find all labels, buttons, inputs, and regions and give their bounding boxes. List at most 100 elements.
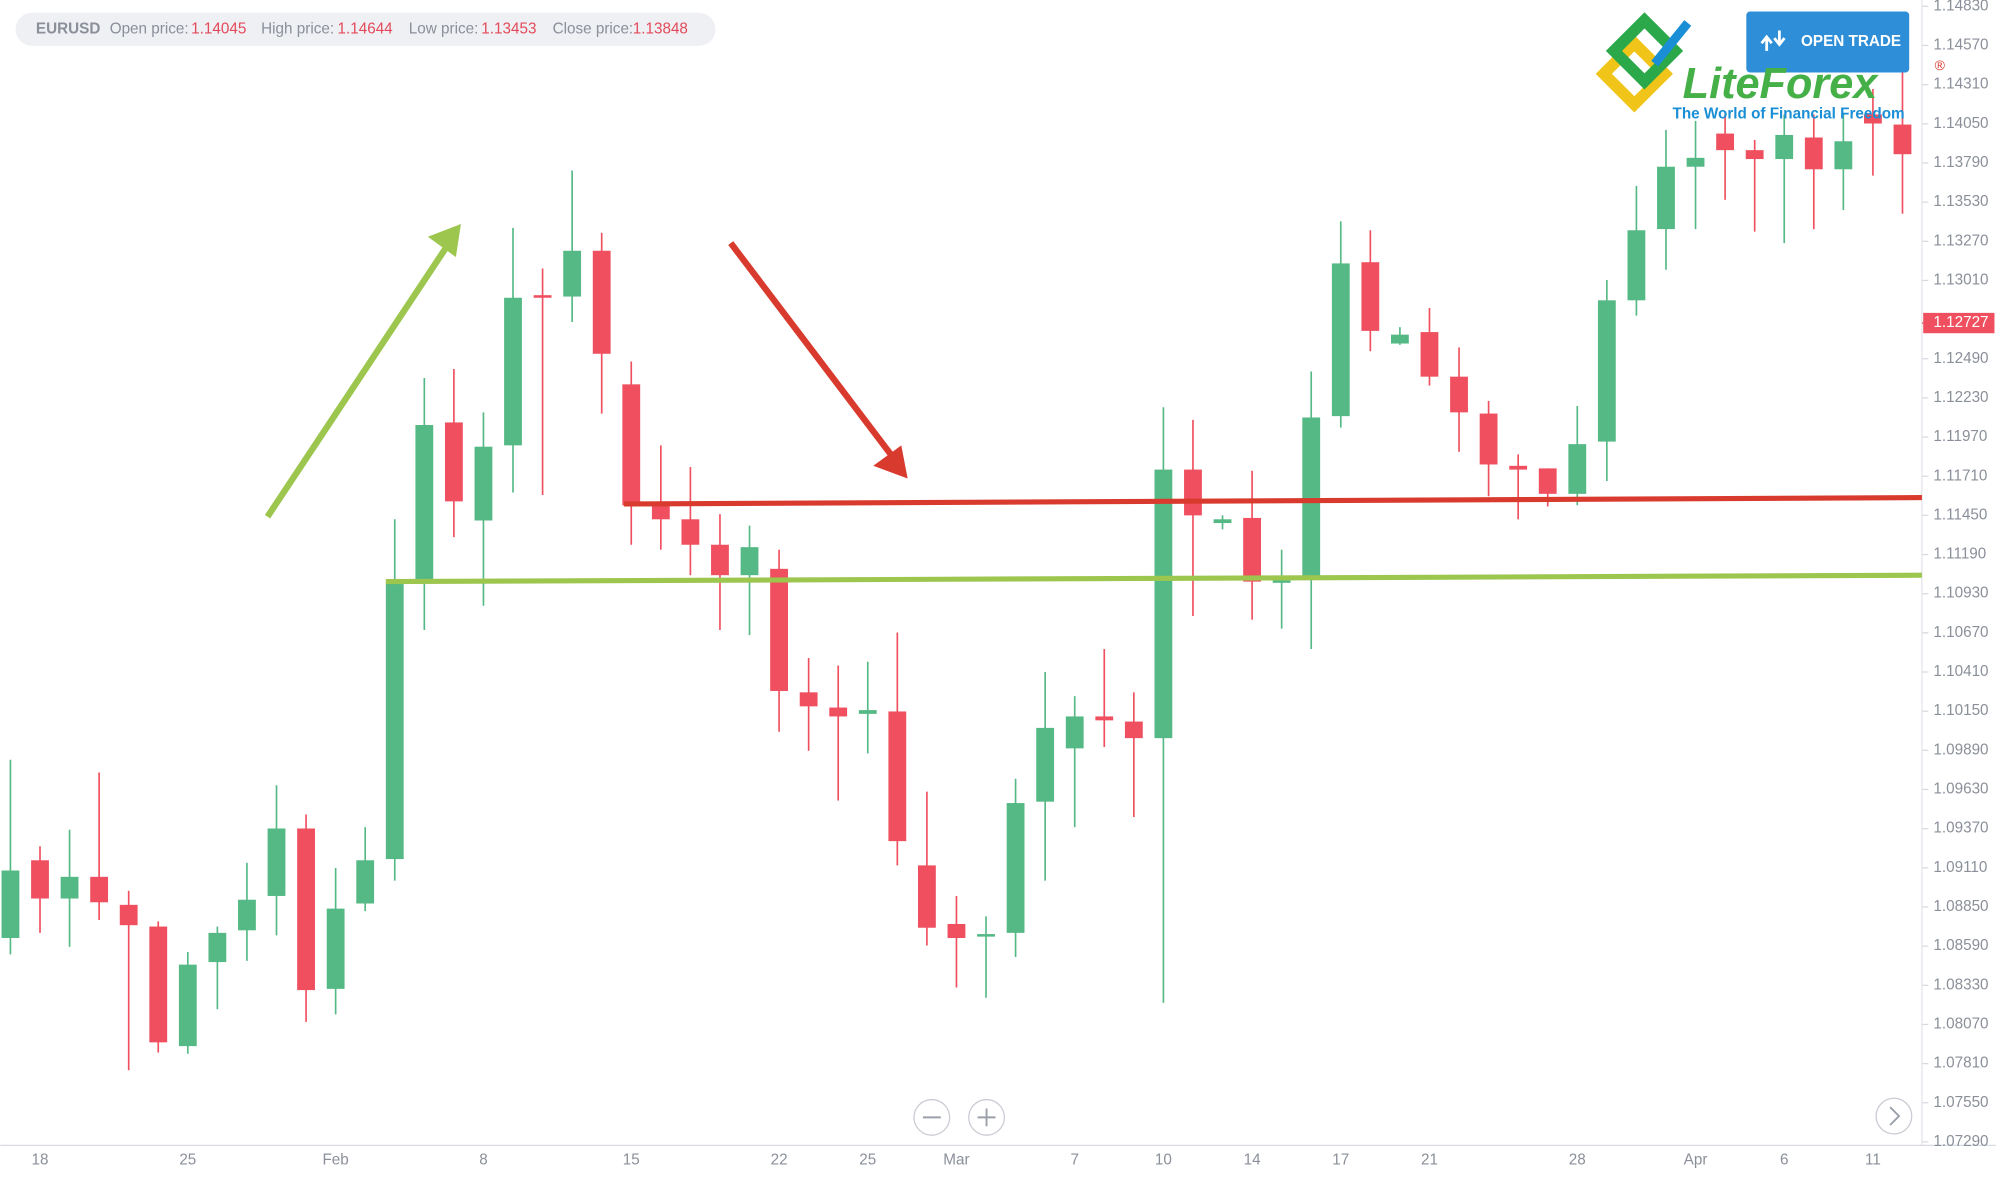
- ohlc-header: [15, 12, 716, 46]
- candle-body: [622, 384, 641, 506]
- open-value: 1.14045: [191, 20, 246, 37]
- candle-body: [267, 828, 286, 896]
- candle-body: [1420, 332, 1439, 377]
- close-value: 1.13848: [633, 20, 688, 37]
- high-value: 1.14644: [338, 20, 394, 37]
- close-label: Close price:: [553, 20, 634, 37]
- candle-body: [1509, 465, 1528, 470]
- candle-body: [711, 544, 729, 576]
- y-tick-label: 1.08330: [1933, 976, 1988, 993]
- logo-tagline: The World of Financial Freedom: [1672, 106, 1904, 123]
- candle-body: [1716, 133, 1735, 151]
- x-tick-label: 17: [1332, 1152, 1349, 1169]
- candle-body: [917, 865, 936, 928]
- current-price-label: 1.12727: [1933, 314, 1988, 331]
- candle-body: [1568, 444, 1587, 494]
- y-tick-label: 1.14310: [1933, 76, 1988, 93]
- arrow-head: [873, 445, 908, 479]
- candle-body: [1804, 137, 1823, 170]
- candle-body: [504, 297, 522, 446]
- candle-body: [858, 710, 877, 714]
- y-tick-label: 1.09110: [1933, 859, 1987, 876]
- y-tick-label: 1.14830: [1933, 0, 1988, 14]
- candle-body: [1036, 727, 1055, 802]
- candle-body: [563, 250, 582, 297]
- y-tick-label: 1.10670: [1933, 624, 1988, 641]
- candle-body: [1124, 721, 1143, 739]
- y-tick-label: 1.13270: [1933, 232, 1988, 249]
- candle-body: [415, 425, 434, 581]
- candle-body: [1627, 230, 1646, 301]
- candle-body: [356, 860, 375, 904]
- x-tick-label: 25: [859, 1152, 876, 1169]
- y-tick-label: 1.13530: [1933, 193, 1988, 210]
- x-tick-label: 11: [1865, 1152, 1881, 1169]
- y-tick-label: 1.07290: [1933, 1133, 1988, 1150]
- y-tick-label: 1.11190: [1933, 546, 1986, 563]
- candle-body: [1597, 300, 1616, 442]
- candle-body: [1154, 469, 1173, 739]
- y-tick-label: 1.10410: [1933, 663, 1988, 680]
- button-bg[interactable]: [1746, 11, 1910, 73]
- candle-body: [1065, 716, 1084, 749]
- y-tick-label: 1.13790: [1933, 154, 1988, 171]
- x-tick-label: Feb: [322, 1152, 348, 1169]
- candle-body: [740, 547, 759, 576]
- arrow-shaft: [264, 242, 451, 519]
- x-tick-label: Mar: [943, 1152, 969, 1169]
- open-label: Open price:: [110, 20, 189, 37]
- down-arrow: [728, 241, 908, 479]
- candle-body: [31, 860, 49, 899]
- scroll-right-icon: [1889, 1106, 1901, 1126]
- candle-body: [977, 934, 995, 937]
- candle-body: [1657, 166, 1675, 230]
- x-tick-label: 25: [179, 1152, 196, 1169]
- x-tick-label: 14: [1244, 1152, 1261, 1169]
- plot-area: [1, 34, 1912, 1071]
- arrow-head: [427, 223, 461, 258]
- candle-body: [238, 899, 256, 931]
- candle-body: [829, 707, 848, 717]
- current-price-tag: [1923, 312, 1995, 334]
- y-tick-label: 1.09630: [1933, 781, 1988, 798]
- candle-body: [1834, 141, 1853, 170]
- y-tick-label: 1.08850: [1933, 898, 1988, 915]
- candle-body: [178, 964, 197, 1047]
- open-trade-button[interactable]: OPEN TRADE: [1746, 11, 1910, 73]
- candle-body: [90, 876, 109, 903]
- candle-body: [1745, 150, 1764, 160]
- x-tick-label: 10: [1155, 1152, 1172, 1169]
- zoom-in-button[interactable]: [968, 1098, 1005, 1136]
- candle-body: [947, 923, 966, 938]
- button-label[interactable]: OPEN TRADE: [1801, 33, 1901, 50]
- candle-body: [1775, 134, 1794, 160]
- low-label: Low price:: [409, 20, 479, 37]
- low-value: 1.13453: [481, 20, 536, 37]
- x-tick-label: 15: [623, 1152, 640, 1169]
- candle-body: [1006, 803, 1025, 933]
- y-tick-label: 1.13010: [1933, 271, 1988, 288]
- support-line: [385, 572, 1922, 585]
- candle-body: [326, 908, 345, 989]
- arrow-shaft: [728, 241, 897, 461]
- y-tick-label: 1.14050: [1933, 115, 1988, 132]
- candle-body: [60, 876, 79, 899]
- y-tick-label: 1.09890: [1933, 741, 1988, 758]
- candle-body: [1538, 468, 1557, 494]
- x-tick-label: 28: [1569, 1152, 1586, 1169]
- y-tick-label: 1.09370: [1933, 820, 1988, 837]
- candle-body: [1272, 580, 1291, 583]
- axes: 1.14830 1.14570 1.14310 1.14050 1.13790 1.135…: [32, 0, 1995, 1169]
- y-tick-label: 1.11710: [1933, 467, 1987, 484]
- x-tick-label: 7: [1070, 1152, 1079, 1169]
- y-tick-label: 1.08070: [1933, 1015, 1988, 1032]
- zoom-out-button[interactable]: [913, 1098, 951, 1136]
- scroll-right-button[interactable]: [1875, 1097, 1913, 1135]
- logo-registered: ®: [1935, 57, 1946, 73]
- scroll-right-circle[interactable]: [1875, 1097, 1913, 1135]
- candle-body: [119, 904, 138, 926]
- y-tick-label: 1.11970: [1933, 428, 1987, 445]
- x-tick-label: 6: [1780, 1152, 1788, 1169]
